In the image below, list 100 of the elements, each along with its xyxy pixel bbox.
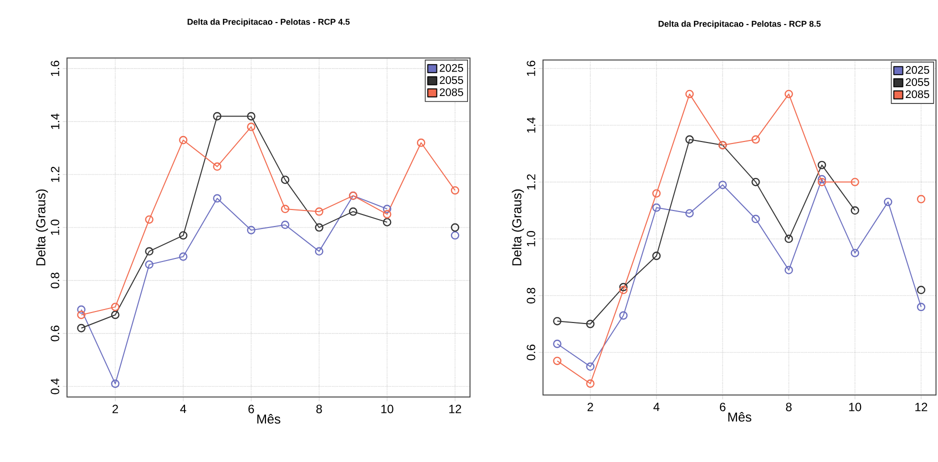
point xyxy=(586,320,595,328)
legend-label: 2085 xyxy=(906,90,930,98)
legend-label: 2055 xyxy=(906,78,930,86)
point xyxy=(246,122,256,132)
point xyxy=(619,286,628,294)
y-tick-label: 1.6 xyxy=(50,60,60,76)
legend-label: 2055 xyxy=(440,76,464,84)
point xyxy=(850,178,860,186)
y-tick-label: 0.8 xyxy=(526,288,536,304)
point xyxy=(685,209,694,218)
chart-title: Delta da Precipitacao - Pelotas - RCP 4.5 xyxy=(188,18,350,26)
point xyxy=(818,160,826,170)
x-tick-label: 4 xyxy=(653,402,660,411)
point xyxy=(382,204,392,214)
y-tick-label: 1.0 xyxy=(50,220,60,235)
point xyxy=(111,380,120,388)
point xyxy=(553,316,562,326)
point xyxy=(314,223,324,232)
y-axis-title: Delta (Graus) xyxy=(36,189,48,266)
point xyxy=(752,135,760,144)
point xyxy=(314,247,324,256)
y-tick-label: 0.6 xyxy=(526,344,536,360)
x-axis-title: Mês xyxy=(257,414,280,424)
y-tick-label: 1.6 xyxy=(526,60,536,76)
y-axis-title: Delta (Graus) xyxy=(512,189,524,266)
point xyxy=(553,356,562,366)
y-tick-label: 1.2 xyxy=(50,166,60,182)
point xyxy=(850,248,860,258)
chart-title: Delta da Precipitacao - Pelotas - RCP 8.5 xyxy=(658,20,821,28)
point xyxy=(784,90,793,98)
x-tick-label: 6 xyxy=(248,404,254,414)
x-tick-label: 4 xyxy=(180,404,186,413)
point xyxy=(450,231,460,240)
point xyxy=(145,215,154,224)
y-tick-label: 1.2 xyxy=(526,174,536,190)
point xyxy=(850,206,860,215)
point xyxy=(586,379,595,388)
legend-label: 2025 xyxy=(906,66,930,74)
legend-label: 2085 xyxy=(440,88,464,96)
y-tick-label: 0.8 xyxy=(50,272,60,288)
x-tick-label: 10 xyxy=(849,402,862,412)
y-tick-label: 1.4 xyxy=(51,114,60,129)
point xyxy=(450,186,460,195)
point xyxy=(280,220,290,230)
point xyxy=(553,340,562,348)
point xyxy=(884,198,892,206)
x-tick-label: 6 xyxy=(720,402,726,412)
point xyxy=(77,324,86,332)
point xyxy=(77,310,86,320)
y-tick-label: 0.6 xyxy=(50,326,60,342)
point xyxy=(213,162,222,171)
point xyxy=(280,204,290,214)
x-tick-label: 12 xyxy=(449,404,462,414)
point xyxy=(818,178,826,186)
point xyxy=(752,214,760,224)
y-tick-label: 1.4 xyxy=(527,117,536,133)
x-tick-label: 12 xyxy=(915,402,928,412)
x-tick-label: 8 xyxy=(786,402,792,412)
point xyxy=(718,180,727,190)
point xyxy=(213,112,222,120)
x-tick-label: 2 xyxy=(112,404,118,414)
point xyxy=(784,266,793,274)
y-tick-label: 1.0 xyxy=(526,230,536,246)
y-tick-label: 0.4 xyxy=(50,378,60,394)
point xyxy=(586,362,595,371)
point xyxy=(752,178,760,186)
point xyxy=(280,176,290,184)
point xyxy=(111,310,120,320)
point xyxy=(246,226,256,234)
point xyxy=(179,136,188,144)
point xyxy=(382,218,392,226)
x-tick-label: 10 xyxy=(381,404,394,414)
point xyxy=(652,189,661,198)
point xyxy=(416,138,426,147)
point xyxy=(382,210,392,218)
point xyxy=(314,207,324,216)
x-tick-label: 2 xyxy=(588,402,594,412)
point xyxy=(77,305,86,314)
point xyxy=(348,207,358,216)
point xyxy=(179,231,188,240)
point xyxy=(652,203,661,212)
point xyxy=(619,311,628,320)
x-tick-label: 8 xyxy=(316,404,322,414)
x-axis-title: Mês xyxy=(728,412,752,422)
point xyxy=(784,234,793,244)
point xyxy=(818,175,826,184)
point xyxy=(111,302,120,312)
point xyxy=(213,194,222,203)
point xyxy=(246,112,256,120)
point xyxy=(652,252,661,260)
point xyxy=(619,282,628,292)
point xyxy=(685,135,694,144)
point xyxy=(145,260,154,269)
legend-label: 2025 xyxy=(440,64,464,72)
point xyxy=(916,302,926,312)
point xyxy=(916,194,926,204)
point xyxy=(145,247,154,256)
point xyxy=(685,90,694,98)
point xyxy=(179,252,188,261)
point xyxy=(916,286,926,294)
